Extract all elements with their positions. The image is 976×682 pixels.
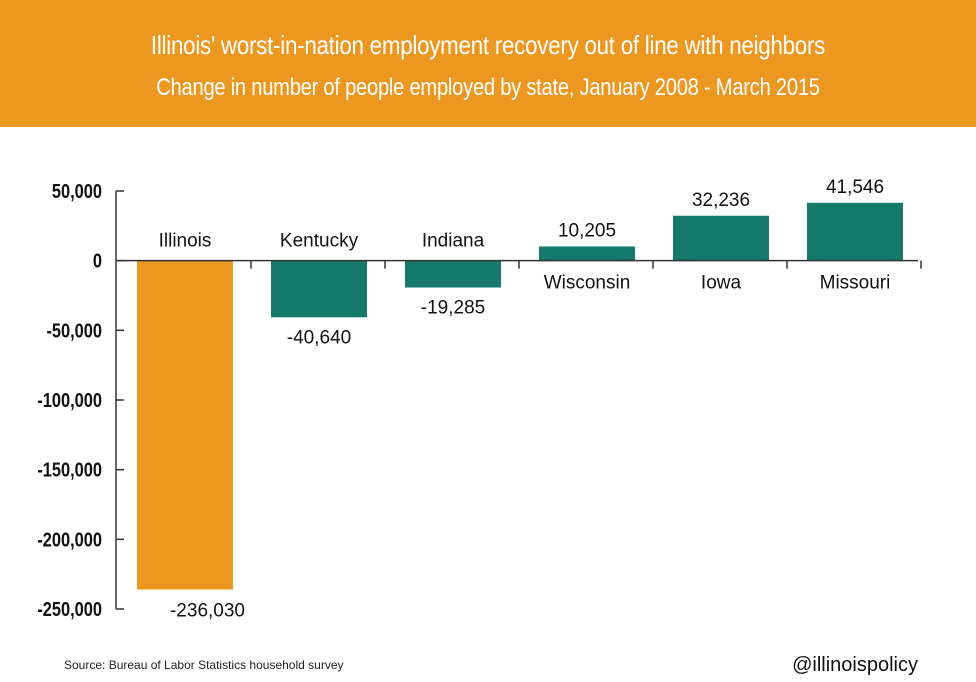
y-tick-label: -150,000 — [37, 458, 102, 481]
category-label: Missouri — [820, 273, 891, 294]
chart-header: Illinois' worst-in-nation employment rec… — [0, 0, 976, 127]
y-tick-label: 50,000 — [52, 179, 102, 202]
chart-title: Illinois' worst-in-nation employment rec… — [150, 30, 826, 60]
bar-illinois — [137, 260, 233, 590]
data-label: -236,030 — [170, 601, 245, 622]
y-tick-label: -50,000 — [46, 319, 102, 342]
bar-iowa — [673, 215, 769, 261]
bar-indiana — [405, 260, 501, 288]
y-tick-label: -200,000 — [37, 528, 102, 551]
y-tick-label: -250,000 — [37, 597, 102, 620]
category-label: Kentucky — [280, 231, 359, 252]
y-tick-label: -100,000 — [37, 388, 102, 411]
data-label: 32,236 — [692, 190, 750, 211]
chart-subtitle: Change in number of people employed by s… — [156, 74, 820, 101]
data-label: 41,546 — [826, 177, 884, 198]
social-handle: @illinoispolicy — [792, 654, 918, 676]
category-label: Iowa — [701, 273, 742, 294]
category-label: Illinois — [159, 231, 212, 252]
category-label: Indiana — [422, 231, 485, 252]
bar-kentucky — [271, 260, 367, 318]
bar-wisconsin — [539, 246, 635, 261]
data-label: -19,285 — [421, 298, 485, 319]
y-tick-label: 0 — [93, 249, 102, 272]
data-label: 10,205 — [558, 220, 616, 241]
source-note: Source: Bureau of Labor Statistics house… — [64, 658, 344, 672]
category-label: Wisconsin — [544, 273, 631, 294]
data-label: -40,640 — [287, 327, 351, 348]
bar-chart: 50,000 0 -50,000 -100,000 -150,000 -200,000 -2… — [37, 177, 922, 622]
bar-missouri — [807, 202, 903, 261]
